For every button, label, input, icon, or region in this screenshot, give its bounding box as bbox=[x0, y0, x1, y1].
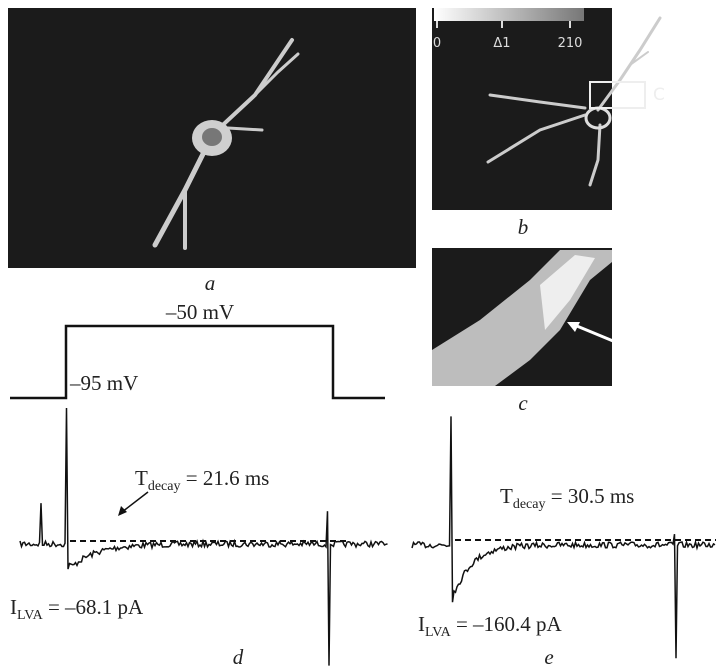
subscript: LVA bbox=[17, 608, 44, 623]
step-label: –95 mV bbox=[69, 371, 138, 395]
colorbar bbox=[434, 8, 584, 21]
nucleus-a bbox=[202, 128, 222, 146]
step-label: –50 mV bbox=[165, 300, 234, 324]
panel-label: e bbox=[544, 645, 553, 669]
symbol: T bbox=[500, 484, 513, 508]
arrow-head bbox=[118, 506, 127, 516]
voltage-step bbox=[10, 326, 385, 398]
colorbar-label: Δ1 bbox=[493, 36, 510, 51]
symbol: T bbox=[135, 466, 148, 490]
symbol: I bbox=[10, 595, 17, 619]
panel-label: a bbox=[205, 271, 216, 295]
current-trace-d bbox=[20, 408, 388, 666]
arrow bbox=[122, 492, 148, 512]
current-label: ILVA = –68.1 pA bbox=[10, 595, 144, 623]
tau-label: Tdecay = 30.5 ms bbox=[500, 484, 634, 512]
symbol: I bbox=[418, 612, 425, 636]
box-label: C bbox=[653, 85, 665, 105]
figure: a 0 Δ1 210 C b c –50 mV –95 mV Tdecay = … bbox=[0, 0, 716, 669]
value: = 21.6 ms bbox=[180, 466, 269, 490]
value: = 30.5 ms bbox=[545, 484, 634, 508]
subscript: decay bbox=[148, 479, 181, 494]
tau-label: Tdecay = 21.6 ms bbox=[135, 466, 269, 494]
current-label: ILVA = –160.4 pA bbox=[418, 612, 563, 640]
subscript: LVA bbox=[425, 625, 452, 640]
value: = –160.4 pA bbox=[451, 612, 563, 636]
panel-label: b bbox=[518, 215, 529, 239]
value: = –68.1 pA bbox=[43, 595, 144, 619]
panel-label: c bbox=[518, 391, 528, 415]
colorbar-label: 210 bbox=[558, 36, 583, 51]
colorbar-label: 0 bbox=[433, 36, 441, 51]
panel-label: d bbox=[233, 645, 244, 669]
subscript: decay bbox=[513, 497, 546, 512]
